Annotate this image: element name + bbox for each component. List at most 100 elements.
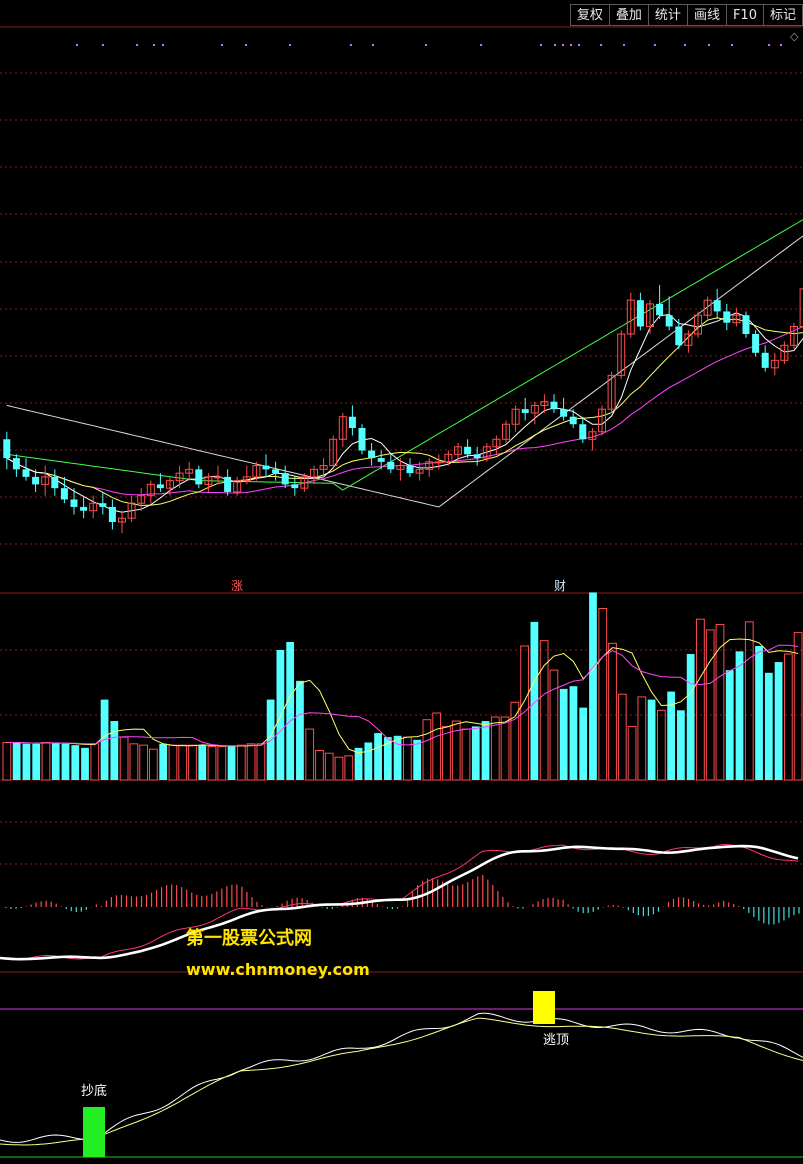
- signal-dot: [623, 44, 625, 46]
- marker-zhang: 涨: [231, 578, 243, 593]
- candle-up: [684, 333, 693, 346]
- volume-bar-up: [549, 669, 559, 781]
- toolbar: 复权 叠加 统计 画线 F10 标记: [569, 4, 803, 26]
- fuquan-button[interactable]: 复权: [569, 4, 610, 26]
- volume-bar-up: [178, 744, 188, 781]
- volume-bar-up: [598, 607, 608, 781]
- volume-bar-down: [266, 699, 275, 780]
- tongji-button[interactable]: 统计: [648, 4, 688, 26]
- volume-bar-down: [110, 721, 119, 780]
- candle-up: [185, 468, 194, 474]
- volume-bar-down: [32, 743, 41, 780]
- candle-up: [310, 468, 318, 478]
- volume-bar-down: [22, 743, 31, 780]
- candle-up: [732, 314, 741, 324]
- candle-up: [319, 465, 328, 470]
- signal-dot: [578, 44, 580, 46]
- volume-bar-down: [677, 710, 685, 780]
- candle-up: [502, 423, 510, 440]
- candle-down: [12, 458, 20, 470]
- chaodi-signal-box: [83, 1107, 105, 1157]
- signal-dot: [102, 44, 104, 46]
- volume-bar-up: [617, 693, 627, 781]
- diejia-button[interactable]: 叠加: [609, 4, 649, 26]
- candle-down: [665, 315, 673, 327]
- volume-bar-up: [637, 696, 647, 781]
- volume-bar-down: [559, 688, 568, 780]
- volume-bar-down: [159, 743, 168, 780]
- ma60-line: [6, 219, 803, 491]
- candle-up: [607, 374, 616, 410]
- candle-down: [761, 352, 769, 368]
- volume-bar-down: [647, 699, 656, 780]
- candle-down: [195, 469, 203, 485]
- volume-bar-up: [783, 653, 793, 781]
- volume-bar-up: [627, 725, 637, 781]
- f10-button[interactable]: F10: [726, 4, 764, 26]
- volume-bar-up: [451, 720, 461, 781]
- candle-up: [127, 502, 136, 519]
- candle-down: [358, 428, 366, 451]
- volume-bar-down: [296, 680, 304, 780]
- volume-bar-down: [51, 742, 60, 780]
- candle-down: [473, 454, 481, 459]
- candle-down: [464, 446, 472, 455]
- volume-bar-up: [129, 743, 139, 781]
- candle-down: [156, 484, 164, 489]
- volume-bar-up: [510, 701, 520, 781]
- candle-up: [780, 344, 789, 361]
- candle-up: [617, 333, 626, 376]
- candle-down: [22, 469, 30, 477]
- signal-dot: [162, 44, 164, 46]
- volume-bar-up: [520, 645, 529, 781]
- volume-bar-up: [256, 743, 266, 781]
- marker-cai: 财: [554, 579, 566, 593]
- volume-bar-down: [774, 662, 783, 780]
- signal-dot: [708, 44, 710, 46]
- candle-up: [252, 465, 261, 478]
- volume-bar-down: [579, 707, 588, 780]
- corner-icon: ◇: [790, 30, 799, 43]
- signal-dot: [480, 44, 482, 46]
- candle-up: [444, 453, 453, 463]
- candle-up: [626, 299, 635, 335]
- volume-bar-up: [324, 752, 334, 781]
- volume-bar-up: [41, 741, 51, 781]
- candle-down: [3, 439, 11, 459]
- volume-bar-down: [530, 621, 539, 780]
- volume-bar-down: [569, 686, 578, 780]
- candle-down: [569, 416, 577, 425]
- volume-bar-down: [198, 745, 207, 780]
- volume-bar-up: [168, 744, 178, 781]
- candle-up: [146, 483, 155, 497]
- huaxian-button[interactable]: 画线: [687, 4, 727, 26]
- candle-up: [204, 476, 213, 485]
- volume-bar-up: [715, 624, 725, 781]
- signal-dot: [153, 44, 155, 46]
- volume-bar-up: [344, 755, 354, 781]
- candle-up: [790, 325, 798, 346]
- candle-up: [646, 303, 654, 327]
- candle-up: [329, 438, 338, 467]
- volume-bar-up: [744, 621, 754, 781]
- volume-bar-down: [755, 646, 763, 780]
- signal-dot: [350, 44, 352, 46]
- volume-bar-down: [383, 737, 392, 780]
- candle-up: [492, 438, 501, 448]
- biaoji-button[interactable]: 标记: [763, 4, 803, 26]
- signal-dot: [136, 44, 138, 46]
- signal-dot: [554, 44, 556, 46]
- volume-bar-down: [413, 739, 422, 780]
- candle-up: [588, 431, 597, 440]
- volume-bar-down: [276, 650, 285, 780]
- candle-up: [703, 299, 712, 316]
- volume-bar-up: [217, 746, 227, 781]
- candle-down: [377, 458, 385, 462]
- candle-down: [742, 315, 750, 334]
- volume-ma10-line: [6, 644, 799, 747]
- ma20-line: [6, 326, 803, 496]
- candle-down: [60, 488, 68, 500]
- candle-down: [51, 476, 59, 489]
- volume-bar-up: [490, 716, 500, 781]
